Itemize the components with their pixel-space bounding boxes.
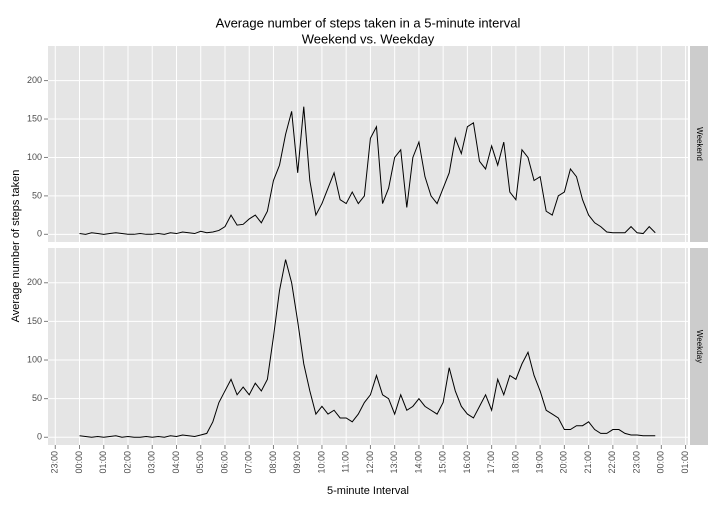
x-tick-label: 13:00 (389, 451, 399, 474)
x-tick-label: 11:00 (341, 451, 351, 473)
chart-subtitle: Weekend vs. Weekday (302, 31, 435, 46)
y-tick-label: 100 (27, 354, 42, 364)
x-tick-label: 14:00 (413, 451, 423, 474)
facet-label: Weekday (695, 330, 704, 363)
x-tick-label: 15:00 (438, 451, 448, 474)
y-tick-label: 50 (32, 190, 42, 200)
chart-title: Average number of steps taken in a 5-min… (216, 15, 521, 30)
x-tick-label: 23:00 (631, 451, 641, 474)
y-axis-label: Average number of steps taken (10, 170, 22, 323)
y-tick-label: 150 (27, 113, 42, 123)
y-tick-label: 200 (27, 277, 42, 287)
x-tick-label: 23:00 (50, 451, 60, 474)
x-tick-label: 17:00 (486, 451, 496, 474)
x-tick-label: 01:00 (98, 451, 108, 474)
x-tick-label: 00:00 (74, 451, 84, 474)
x-tick-label: 01:00 (680, 451, 690, 474)
y-tick-label: 50 (32, 393, 42, 403)
x-tick-label: 21:00 (583, 451, 593, 474)
line (79, 259, 656, 438)
facet-strip (690, 46, 708, 242)
x-tick-label: 22:00 (607, 451, 617, 474)
x-tick-label: 02:00 (122, 451, 132, 474)
panel-background (48, 248, 688, 445)
x-tick-label: 08:00 (268, 451, 278, 474)
x-tick-label: 05:00 (195, 451, 205, 474)
y-tick-label: 150 (27, 316, 42, 326)
x-tick-label: 09:00 (292, 451, 302, 474)
x-tick-label: 06:00 (219, 451, 229, 474)
x-tick-label: 04:00 (171, 451, 181, 474)
x-tick-label: 03:00 (147, 451, 157, 474)
x-tick-label: 07:00 (244, 451, 254, 474)
y-tick-label: 200 (27, 75, 42, 85)
panel-background (48, 46, 688, 242)
y-tick-label: 0 (37, 229, 42, 239)
line (79, 106, 656, 235)
x-tick-label: 18:00 (510, 451, 520, 474)
x-tick-label: 12:00 (365, 451, 375, 474)
x-tick-label: 20:00 (559, 451, 569, 474)
x-tick-label: 16:00 (462, 451, 472, 474)
x-tick-label: 10:00 (316, 451, 326, 474)
x-tick-label: 19:00 (534, 451, 544, 474)
y-tick-label: 0 (37, 432, 42, 442)
x-tick-label: 00:00 (656, 451, 666, 474)
x-axis-label: 5-minute Interval (327, 485, 409, 497)
y-tick-label: 100 (27, 152, 42, 162)
facet-label: Weekend (695, 127, 704, 161)
facet-strip (690, 248, 708, 445)
